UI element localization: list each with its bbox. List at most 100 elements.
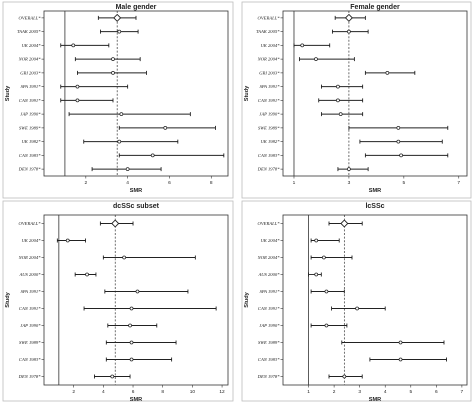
study-label: DEN 1978* xyxy=(257,167,281,172)
point-estimate-marker xyxy=(110,374,115,379)
point-estimate-marker xyxy=(399,153,403,158)
x-tick-label: 1 xyxy=(307,389,310,395)
x-tick-label: 3 xyxy=(348,180,351,186)
study-label: JAP 1990* xyxy=(259,323,280,328)
study-label: SPA 1991* xyxy=(21,289,42,294)
forest-panel-1: Male gender 2 4 6 8 SMR Study OVERALL* TAAK 2005… xyxy=(2,1,234,199)
point-estimate-marker xyxy=(117,139,122,144)
study-label: TAAK 2005* xyxy=(17,29,41,34)
point-estimate-marker xyxy=(163,126,168,130)
study-label: OVERALL* xyxy=(19,221,42,226)
point-estimate-marker xyxy=(75,84,80,89)
study-label: SPA 1991* xyxy=(260,84,281,89)
point-estimate-marker xyxy=(396,126,401,130)
study-label: NOR 2004* xyxy=(18,57,42,62)
study-label: AUS 2000* xyxy=(18,272,41,277)
study-label: CAN 1983* xyxy=(19,357,41,362)
study-label: SWE 1989* xyxy=(19,340,41,345)
x-tick-label: 1 xyxy=(293,180,296,186)
study-label: CAN 1991* xyxy=(258,306,280,311)
y-axis-label: Study xyxy=(5,291,11,307)
point-estimate-marker xyxy=(347,167,351,171)
study-label: CAN 1983* xyxy=(258,357,280,362)
x-axis-label: SMR xyxy=(130,397,142,403)
point-estimate-marker xyxy=(85,272,89,277)
study-label: CAN 1991* xyxy=(19,98,41,103)
plot-area xyxy=(282,214,468,386)
point-estimate-marker xyxy=(398,340,403,345)
x-tick-label: 2 xyxy=(72,389,75,395)
point-estimate-marker xyxy=(338,112,343,116)
chart-title: Female gender xyxy=(350,4,400,11)
x-tick-label: 5 xyxy=(409,389,412,395)
y-axis-label: Study xyxy=(244,291,250,307)
study-label: NOR 2004* xyxy=(257,255,281,260)
study-label: OVERALL* xyxy=(258,15,281,20)
point-estimate-marker xyxy=(119,112,124,116)
x-axis-label: SMR xyxy=(369,188,381,194)
point-estimate-marker xyxy=(129,306,134,311)
x-tick-label: 3 xyxy=(358,389,361,395)
point-estimate-marker xyxy=(128,323,132,328)
point-estimate-marker xyxy=(347,29,351,34)
study-label: TAAK 2005* xyxy=(256,29,280,34)
x-tick-label: 10 xyxy=(190,389,196,395)
y-axis-label: Study xyxy=(5,85,11,101)
study-label: UK 2004* xyxy=(21,43,41,48)
study-label: UK 2004* xyxy=(260,43,280,48)
study-label: UK 2004* xyxy=(21,238,41,243)
x-tick-label: 6 xyxy=(435,389,438,395)
study-label: JAP 1990* xyxy=(259,112,280,117)
study-label: JAP 1990* xyxy=(20,112,41,117)
study-label: SPA 1991* xyxy=(21,84,42,89)
x-tick-label: 6 xyxy=(168,180,171,186)
x-tick-label: 8 xyxy=(161,389,164,395)
x-tick-label: 2 xyxy=(333,389,336,395)
forest-panel-4: lcSSc 1 2 3 4 5 6 7 SMR Study OVERALL* UK 2004* NOR … xyxy=(241,200,472,403)
x-tick-label: 8 xyxy=(210,180,213,186)
x-tick-label: 7 xyxy=(461,389,464,395)
point-estimate-marker xyxy=(355,306,359,311)
point-estimate-marker xyxy=(150,153,155,158)
overall-diamond-marker xyxy=(340,219,349,228)
x-tick-label: 4 xyxy=(126,180,129,186)
plot-area xyxy=(43,10,229,177)
point-estimate-marker xyxy=(385,71,390,75)
x-tick-label: 6 xyxy=(132,389,135,395)
x-tick-label: 4 xyxy=(102,389,105,395)
study-label: CAN 1983* xyxy=(258,153,280,158)
point-estimate-marker xyxy=(300,43,305,48)
study-label: UK 1982* xyxy=(21,139,41,144)
overall-diamond-marker xyxy=(113,13,122,22)
point-estimate-marker xyxy=(125,167,130,171)
point-estimate-marker xyxy=(75,98,80,103)
overall-diamond-marker xyxy=(111,219,120,228)
study-label: DEN 1978* xyxy=(18,374,42,379)
x-tick-label: 2 xyxy=(84,180,87,186)
overall-diamond-marker xyxy=(344,13,353,22)
x-tick-label: 7 xyxy=(457,180,460,186)
point-estimate-marker xyxy=(314,238,319,243)
point-estimate-marker xyxy=(396,139,401,144)
point-estimate-marker xyxy=(314,57,318,61)
point-estimate-marker xyxy=(324,289,329,294)
study-label: NOR 2004* xyxy=(18,255,42,260)
point-estimate-marker xyxy=(129,340,134,345)
study-label: GRI 2003* xyxy=(259,70,280,75)
study-label: UK 1982* xyxy=(260,139,280,144)
study-label: OVERALL* xyxy=(258,221,281,226)
point-estimate-marker xyxy=(111,57,115,61)
point-estimate-marker xyxy=(122,255,126,260)
point-estimate-marker xyxy=(336,84,340,89)
study-label: SPA 1991* xyxy=(260,289,281,294)
plot-area xyxy=(43,214,229,386)
study-label: CAN 1991* xyxy=(19,306,41,311)
study-label: CAN 1983* xyxy=(19,153,41,158)
study-label: JAP 1990* xyxy=(20,323,41,328)
study-label: UK 2004* xyxy=(260,238,280,243)
x-axis-label: SMR xyxy=(130,188,142,194)
chart-title: dcSSc subset xyxy=(113,203,160,210)
point-estimate-marker xyxy=(129,357,134,362)
study-label: OVERALL* xyxy=(19,15,42,20)
